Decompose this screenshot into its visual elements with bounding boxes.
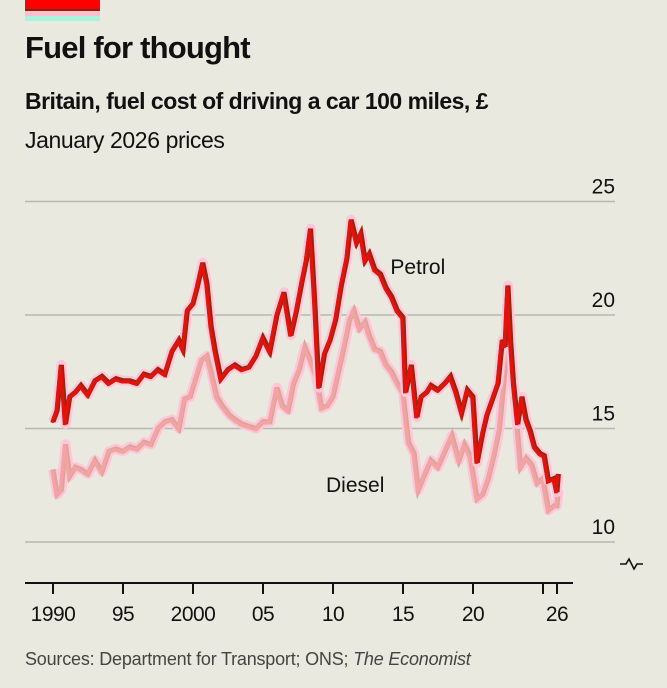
- diesel-line: [50, 306, 560, 515]
- y-tick-label-20: 20: [592, 289, 615, 312]
- x-tick-label-2026: 26: [546, 603, 568, 626]
- y-axis-ticks: 10 15 20 25: [592, 176, 615, 540]
- source-note: Sources: Department for Transport; ONS; …: [25, 649, 471, 670]
- tag-mint-bar: [25, 16, 100, 21]
- x-tick-label-1990: 1990: [31, 603, 76, 626]
- tag-pink-bar: [25, 11, 100, 16]
- tag-red-bar: [25, 0, 100, 9]
- x-tick-label-2005: 05: [252, 603, 274, 626]
- x-axis: 1990 95 2000 05 10 15 20 26: [25, 582, 573, 626]
- y-tick-label-15: 15: [592, 403, 615, 426]
- source-text: Sources: Department for Transport; ONS;: [25, 649, 354, 669]
- petrol-line: [50, 220, 560, 494]
- y-tick-label-10: 10: [592, 516, 615, 539]
- x-tick-label-2020: 20: [462, 603, 484, 626]
- source-publication: The Economist: [353, 649, 471, 669]
- series-label-petrol: Petrol: [390, 256, 445, 279]
- axis-break-icon: [620, 557, 643, 571]
- x-tick-label-1995: 95: [112, 603, 134, 626]
- x-tick-label-2010: 10: [322, 603, 344, 626]
- y-tick-label-25: 25: [592, 176, 615, 199]
- economist-tag: [25, 0, 100, 21]
- chart-subtitle-prices: January 2026 prices: [25, 127, 225, 153]
- diesel-line-halo: [48, 305, 564, 516]
- chart-subtitle: Britain, fuel cost of driving a car 100 …: [25, 88, 489, 114]
- series-label-diesel: Diesel: [326, 474, 384, 497]
- series-lines: [48, 214, 564, 516]
- chart-title: Fuel for thought: [25, 30, 251, 65]
- tag-dark-bar: [25, 9, 100, 11]
- x-tick-label-2015: 15: [392, 603, 414, 626]
- x-tick-label-2000: 2000: [171, 603, 216, 626]
